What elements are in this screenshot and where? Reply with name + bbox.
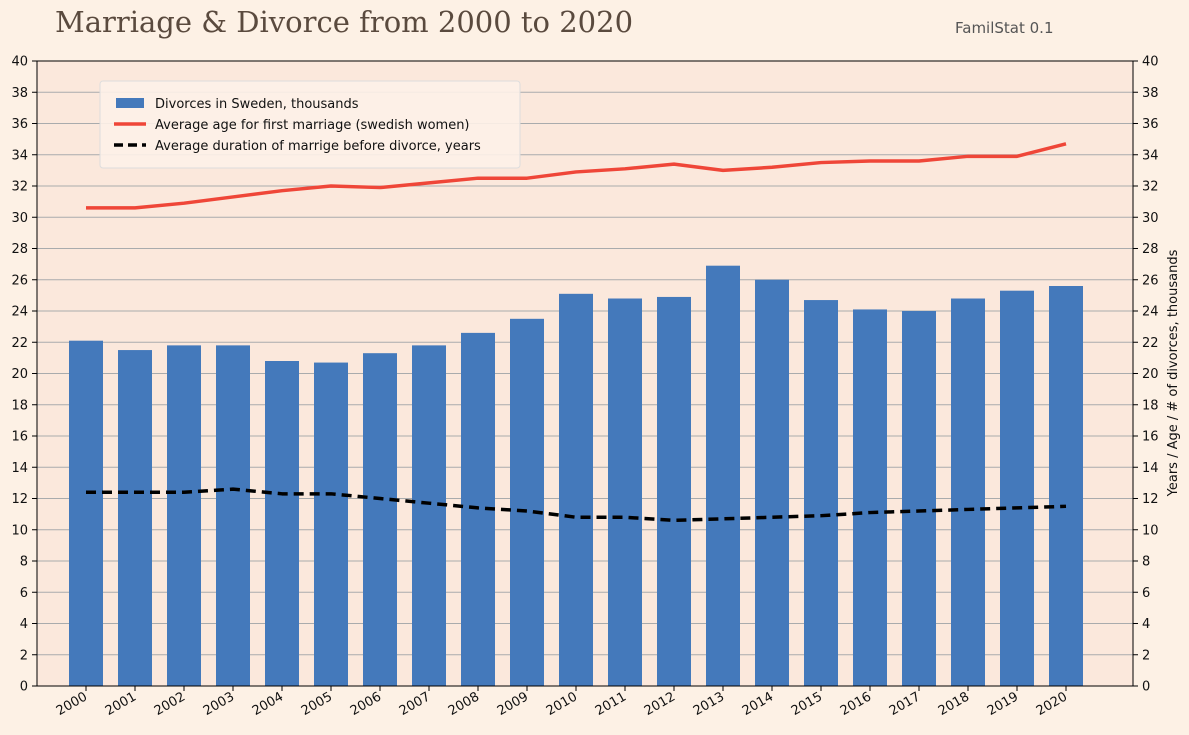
bar — [706, 265, 740, 686]
bar — [559, 293, 593, 686]
y-tick-label: 14 — [1142, 461, 1159, 476]
bar — [804, 300, 838, 686]
bar — [314, 362, 348, 686]
y-tick-label: 30 — [11, 211, 28, 226]
y-tick-label: 26 — [1142, 273, 1159, 288]
bar — [167, 345, 201, 686]
y-tick-label: 30 — [1142, 211, 1159, 226]
y-tick-label: 38 — [1142, 86, 1159, 101]
y-tick-label: 14 — [11, 461, 28, 476]
y-tick-label: 18 — [11, 398, 28, 413]
y-tick-label: 6 — [20, 586, 28, 601]
y-axis-right-label: Years / Age / # of divorces, thousands — [1166, 249, 1181, 497]
y-tick-label: 2 — [1142, 648, 1150, 663]
bar-series — [69, 265, 1083, 686]
y-tick-label: 0 — [20, 680, 28, 695]
y-tick-label: 6 — [1142, 586, 1150, 601]
age-line — [86, 142, 1067, 210]
bar — [510, 318, 544, 686]
y-tick-label: 32 — [1142, 180, 1159, 195]
y-tick-label: 4 — [20, 617, 28, 632]
duration-line — [86, 487, 1067, 523]
y-tick-label: 10 — [11, 523, 28, 538]
y-tick-label: 12 — [1142, 492, 1159, 507]
y-tick-label: 16 — [11, 430, 28, 445]
bar — [657, 296, 691, 686]
y-tick-label: 0 — [1142, 680, 1150, 695]
y-tick-label: 38 — [11, 86, 28, 101]
y-tick-label: 22 — [1142, 336, 1159, 351]
y-tick-label: 34 — [1142, 148, 1159, 163]
y-tick-label: 34 — [11, 148, 28, 163]
y-tick-label: 22 — [11, 336, 28, 351]
line-series — [86, 142, 1067, 523]
y-tick-label: 36 — [11, 117, 28, 132]
bar — [608, 298, 642, 686]
bar — [265, 361, 299, 686]
y-tick-label: 32 — [11, 180, 28, 195]
bar — [853, 309, 887, 686]
y-tick-label: 20 — [1142, 367, 1159, 382]
app-name: FamilStat 0.1 — [955, 19, 1054, 37]
bar — [363, 353, 397, 686]
y-tick-label: 28 — [1142, 242, 1159, 257]
legend-item-age: Average age for first marriage (swedish … — [155, 118, 470, 133]
y-tick-label: 4 — [1142, 617, 1150, 632]
bar — [755, 279, 789, 686]
bar — [69, 340, 103, 686]
legend-box — [99, 80, 521, 169]
y-tick-label: 10 — [1142, 523, 1159, 538]
bar — [412, 345, 446, 686]
bar — [902, 311, 936, 686]
legend: Divorces in Sweden, thousands Average ag… — [99, 80, 521, 169]
y-tick-label: 26 — [11, 273, 28, 288]
chart-title: Marriage & Divorce from 2000 to 2020 — [55, 5, 633, 39]
bar — [216, 345, 250, 686]
bar — [118, 350, 152, 686]
bar — [951, 298, 985, 686]
y-tick-label: 24 — [1142, 305, 1159, 320]
y-tick-label: 36 — [1142, 117, 1159, 132]
bar — [1049, 286, 1083, 686]
y-tick-label: 2 — [20, 648, 28, 663]
y-tick-label: 20 — [11, 367, 28, 382]
legend-item-duration: Average duration of marrige before divor… — [155, 139, 481, 154]
y-tick-label: 40 — [1142, 55, 1159, 70]
y-tick-label: 12 — [11, 492, 28, 507]
y-tick-label: 8 — [1142, 555, 1150, 570]
y-tick-label: 40 — [11, 55, 28, 70]
y-tick-label: 18 — [1142, 398, 1159, 413]
y-tick-label: 16 — [1142, 430, 1159, 445]
legend-bar-swatch — [116, 98, 144, 108]
bar — [1000, 290, 1034, 686]
legend-item-divorces: Divorces in Sweden, thousands — [155, 97, 359, 112]
y-tick-label: 24 — [11, 305, 28, 320]
y-tick-label: 8 — [20, 555, 28, 570]
y-tick-label: 28 — [11, 242, 28, 257]
